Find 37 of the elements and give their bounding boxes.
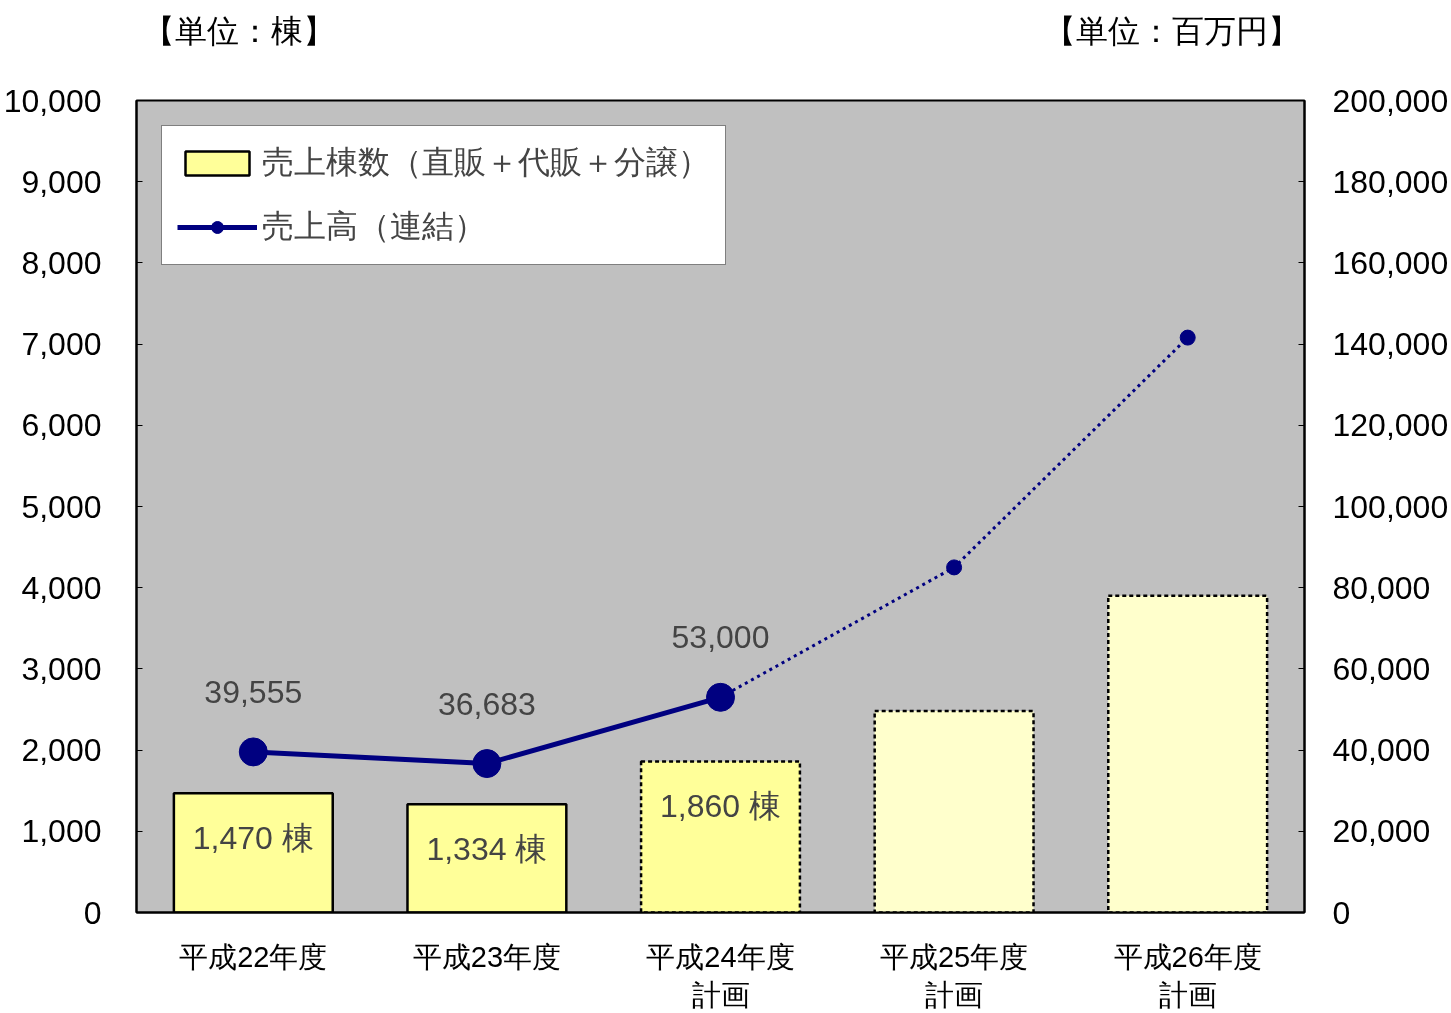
x-tick-label: 平成26年度計画 [1113, 940, 1262, 1011]
y-tick-label: 9,000 [21, 163, 102, 200]
y2-tick-label: 180,000 [1332, 163, 1449, 200]
data-label: 1,334 棟 [426, 831, 548, 868]
y2-tick-label: 140,000 [1332, 326, 1449, 363]
data-label: 39,555 [204, 673, 303, 710]
y-tick-label: 6,000 [21, 407, 102, 444]
legend-label: 売上棟数（直販＋代販＋分譲） [262, 143, 710, 182]
y2-tick-label: 60,000 [1332, 650, 1431, 687]
legend-label: 売上高（連結） [262, 207, 486, 246]
x-tick-label: 平成23年度 [412, 940, 562, 973]
data-label: 1,860 棟 [660, 788, 781, 825]
x-tick-label: 平成24年度計画 [646, 940, 795, 1011]
y-tick-label: 8,000 [21, 244, 102, 281]
y2-tick-label: 40,000 [1332, 732, 1431, 769]
y-tick-label: 0 [83, 894, 102, 931]
text: 【単位：百万円】 [1043, 12, 1300, 49]
y2-tick-label: 200,000 [1332, 82, 1449, 119]
y2-tick-label: 20,000 [1332, 813, 1431, 850]
y2-tick-label: 0 [1332, 894, 1351, 931]
y2-tick-label: 160,000 [1332, 244, 1449, 281]
y-tick-label: 10,000 [3, 82, 102, 119]
y-tick-label: 2,000 [21, 732, 102, 769]
y-tick-label: 4,000 [21, 569, 102, 606]
y2-tick-label: 100,000 [1332, 488, 1449, 525]
x-tick-label: 平成22年度 [179, 940, 328, 973]
text: 【単位：棟】 [142, 12, 335, 49]
y-tick-label: 3,000 [21, 650, 102, 687]
y-tick-label: 5,000 [21, 488, 102, 525]
y2-tick-label: 80,000 [1332, 569, 1431, 606]
x-tick-label: 平成25年度計画 [879, 940, 1029, 1011]
data-label: 36,683 [437, 685, 536, 722]
y-tick-label: 7,000 [21, 326, 102, 363]
data-label: 1,470 棟 [192, 820, 314, 857]
y-tick-label: 1,000 [21, 813, 102, 850]
data-label: 53,000 [671, 619, 770, 656]
y2-tick-label: 120,000 [1332, 407, 1449, 444]
